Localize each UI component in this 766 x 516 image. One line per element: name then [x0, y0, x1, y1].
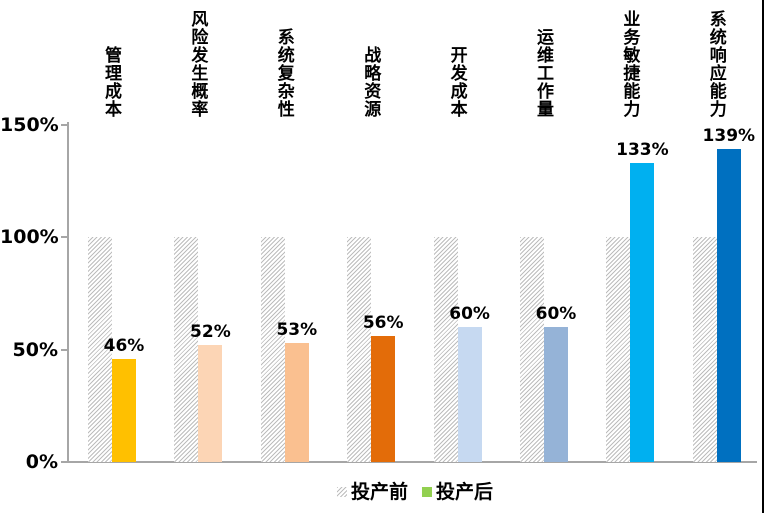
bar-after-3 — [371, 336, 396, 462]
bar-before-3 — [347, 237, 372, 462]
y-axis-tick — [61, 236, 68, 238]
category-label-4: 开发成本 — [446, 46, 467, 118]
y-axis-tick — [61, 348, 68, 351]
page-right-border — [762, 0, 764, 513]
category-label-3: 战略资源 — [360, 46, 381, 118]
bar-after-7 — [716, 149, 741, 462]
category-label-7: 系统响应能力 — [705, 10, 726, 118]
bar-before-2 — [260, 237, 285, 462]
value-label-4: 60% — [449, 304, 490, 324]
value-label-3: 56% — [362, 313, 404, 333]
bar-after-1 — [198, 345, 223, 462]
legend-swatch-hatched-icon — [336, 487, 347, 497]
value-label-2: 53% — [276, 319, 318, 340]
y-axis-tick — [61, 461, 68, 463]
category-label-0: 管理成本 — [101, 46, 121, 118]
y-axis-tick-label: 0% — [25, 451, 58, 473]
legend-swatch-green-icon — [422, 487, 432, 497]
bar-after-5 — [544, 327, 568, 462]
bar-after-4 — [457, 327, 482, 462]
bar-before-5 — [520, 237, 544, 462]
category-label-2: 系统复杂性 — [273, 28, 294, 118]
bar-before-1 — [174, 237, 199, 462]
y-axis-tick — [61, 123, 68, 126]
y-axis-line — [67, 122, 69, 463]
value-label-7: 139% — [702, 126, 756, 147]
chart-legend: 投产前 投产后 — [336, 481, 493, 503]
value-label-0: 46% — [103, 335, 145, 356]
bar-before-7 — [692, 237, 717, 462]
legend-item-after: 投产后 — [422, 481, 493, 503]
bar-before-6 — [606, 237, 631, 462]
x-axis-line — [61, 461, 757, 463]
legend-item-before: 投产前 — [336, 481, 408, 503]
legend-label-after: 投产后 — [436, 481, 494, 503]
value-label-6: 133% — [616, 139, 669, 160]
bar-after-0 — [112, 358, 136, 462]
legend-label-before: 投产前 — [350, 481, 408, 503]
value-label-1: 52% — [190, 322, 231, 342]
y-axis-tick-label: 100% — [0, 226, 59, 248]
y-axis-tick-label: 50% — [12, 338, 58, 361]
value-label-5: 60% — [535, 304, 577, 324]
bar-before-4 — [433, 237, 458, 462]
bar-after-6 — [630, 162, 655, 462]
bar-after-2 — [284, 342, 309, 462]
category-label-5: 运维工作量 — [533, 28, 553, 118]
category-label-1: 风险发生概率 — [187, 10, 208, 118]
y-axis-tick-label: 150% — [0, 113, 59, 136]
category-label-6: 业务敏捷能力 — [619, 10, 640, 118]
bar-before-0 — [88, 237, 112, 462]
